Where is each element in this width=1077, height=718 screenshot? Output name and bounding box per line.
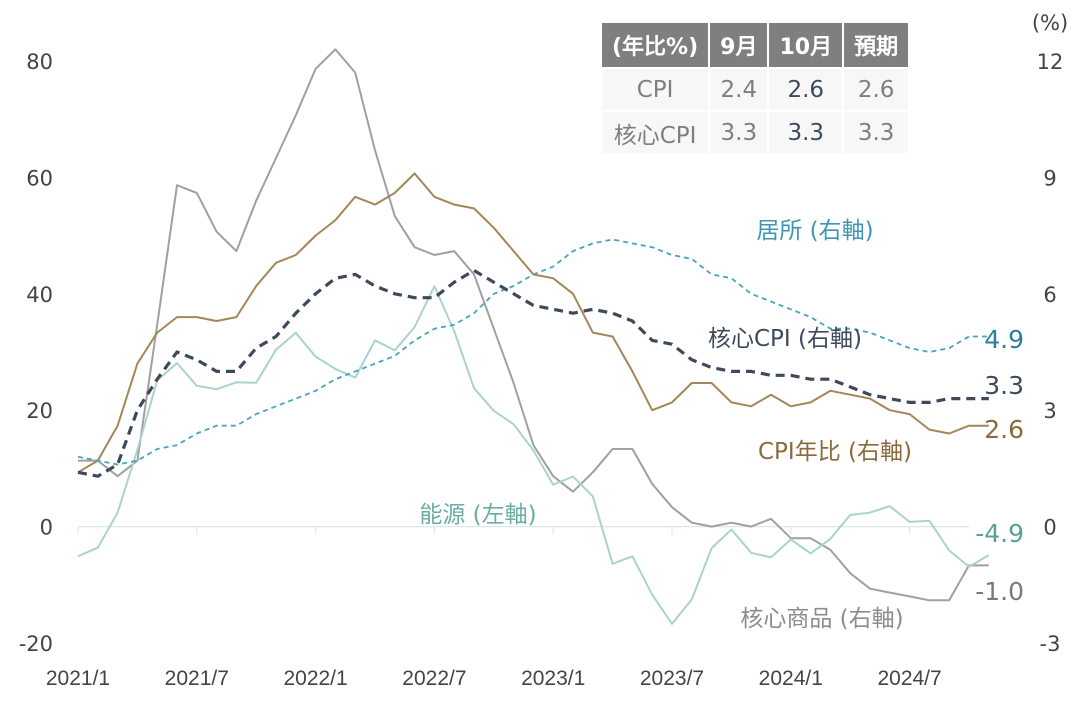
table-cell: 2.6 [844, 67, 909, 110]
y-left-tick-label: 60 [26, 166, 53, 190]
table-header-cell: 預期 [844, 23, 909, 67]
core-goods-end-value: -1.0 [975, 577, 1024, 606]
table-header-cell: (年比%) [602, 23, 709, 67]
core-cpi-end-value: 3.3 [984, 371, 1024, 400]
table-cell: 2.6 [769, 67, 843, 110]
y-right-tick-label: -3 [1040, 632, 1061, 656]
axes: 2021/1 2021/7 2022/1 2022/7 2023/1 2023/7 2024… [19, 11, 1068, 690]
labels-group: 居所 (右軸) 核心CPI (右軸) CPI年比 (右軸) 能源 (左軸) 核心商品 (… [419, 218, 1024, 632]
table-cell: 2.4 [710, 67, 768, 110]
shelter-series-line [77, 238, 989, 466]
y-left-tick-label: -20 [19, 632, 53, 656]
shelter-label: 居所 (右軸) [756, 218, 873, 244]
y-right-unit-label: (%) [1032, 11, 1068, 35]
series-group [77, 48, 990, 625]
x-tick-label: 2021/7 [165, 667, 229, 690]
y-right-tick-label: 9 [1043, 166, 1056, 190]
core-cpi-series-line [77, 268, 989, 478]
y-left-tick-label: 40 [26, 283, 53, 307]
x-tick-label: 2024/1 [759, 667, 823, 690]
y-right-tick-label: 12 [1037, 50, 1064, 74]
y-left-tick-label: 20 [26, 399, 53, 423]
energy-series-line [77, 285, 990, 625]
energy-end-value: -4.9 [975, 519, 1024, 548]
y-right-tick-label: 0 [1043, 516, 1056, 540]
y-right-tick-label: 6 [1043, 283, 1056, 307]
table-cell: CPI [602, 67, 709, 110]
y-left-tick-label: 0 [40, 516, 53, 540]
table-cell: 3.3 [844, 110, 909, 153]
table-row: 核心CPI 3.3 3.3 3.3 [602, 110, 909, 153]
table-header-row: (年比%) 9月 10月 預期 [602, 23, 909, 67]
y-left-tick-label: 80 [26, 50, 53, 74]
table-header-cell: 10月 [769, 23, 843, 67]
x-tick-label: 2023/7 [640, 667, 704, 690]
x-tick-label: 2021/1 [46, 667, 110, 690]
table-row: CPI 2.4 2.6 2.6 [602, 67, 909, 110]
core-cpi-label: 核心CPI (右軸) [708, 326, 862, 352]
shelter-end-value: 4.9 [984, 325, 1024, 354]
summary-table: (年比%) 9月 10月 預期 CPI 2.4 2.6 2.6 核心CPI 3.… [600, 23, 910, 153]
table-cell: 3.3 [769, 110, 843, 153]
x-tick-label: 2022/7 [402, 667, 466, 690]
energy-label: 能源 (左軸) [419, 502, 536, 528]
table-cell: 核心CPI [602, 110, 709, 153]
x-tick-label: 2022/1 [283, 667, 347, 690]
x-tick-label: 2024/7 [877, 667, 941, 690]
x-tick-label: 2023/1 [521, 667, 585, 690]
table-cell: 3.3 [710, 110, 768, 153]
cpi-end-value: 2.6 [984, 415, 1024, 444]
cpi-label: CPI年比 (右軸) [758, 439, 912, 465]
core-goods-label: 核心商品 (右軸) [740, 606, 903, 632]
y-right-tick-label: 3 [1043, 399, 1056, 423]
table-header-cell: 9月 [710, 23, 768, 67]
core-goods-series-line [78, 48, 989, 602]
